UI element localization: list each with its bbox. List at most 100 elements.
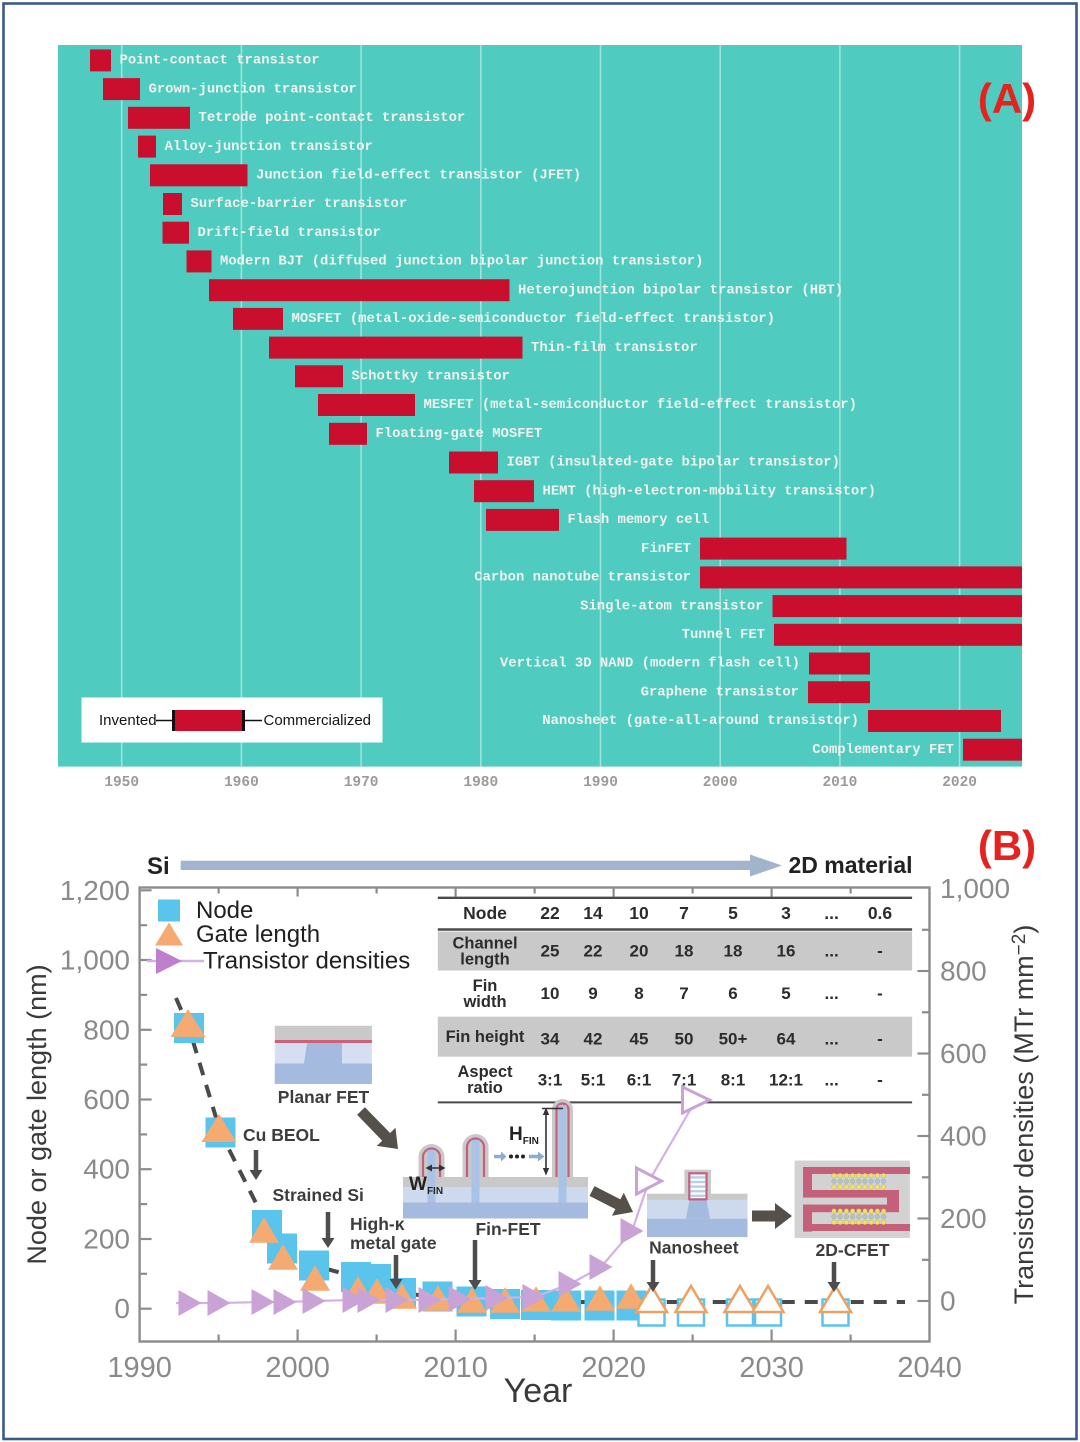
svg-text:22: 22 (584, 942, 603, 961)
svg-text:200: 200 (940, 1203, 987, 1234)
svg-text:Carbon nanotube transistor: Carbon nanotube transistor (474, 570, 691, 586)
svg-text:Nanosheet: Nanosheet (649, 1238, 739, 1258)
svg-text:400: 400 (940, 1121, 987, 1152)
svg-text:10: 10 (629, 903, 649, 923)
svg-text:Planar FET: Planar FET (278, 1087, 370, 1107)
svg-text:Strained Si: Strained Si (273, 1185, 364, 1205)
svg-text:High-κ: High-κ (350, 1214, 405, 1234)
svg-text:2040: 2040 (897, 1352, 962, 1384)
svg-text:22: 22 (540, 903, 560, 923)
svg-text:3: 3 (781, 903, 791, 923)
svg-text:MOSFET (metal-oxide-semiconduc: MOSFET (metal-oxide-semiconductor field-… (292, 311, 775, 327)
svg-text:Surface-barrier transistor: Surface-barrier transistor (191, 196, 408, 212)
svg-text:7: 7 (679, 903, 689, 923)
svg-text:Junction field-effect transist: Junction field-effect transistor (JFET) (256, 168, 581, 184)
svg-text:...: ... (825, 1071, 839, 1090)
svg-text:Node: Node (463, 903, 507, 923)
svg-text:1,200: 1,200 (60, 875, 130, 906)
svg-text:200: 200 (83, 1224, 130, 1255)
svg-text:2D-CFET: 2D-CFET (816, 1240, 890, 1260)
svg-text:3:1: 3:1 (538, 1071, 563, 1090)
svg-text:Transistor densities: Transistor densities (203, 948, 410, 975)
svg-text:-: - (877, 984, 883, 1003)
svg-text:-: - (877, 1030, 883, 1049)
svg-text:Fin height: Fin height (446, 1028, 525, 1046)
svg-text:18: 18 (675, 942, 694, 961)
svg-text:Node: Node (196, 897, 253, 924)
svg-text:...: ... (824, 903, 839, 923)
svg-text:1960: 1960 (224, 775, 259, 791)
svg-text:(A): (A) (978, 75, 1036, 122)
svg-text:800: 800 (940, 956, 987, 987)
svg-text:34: 34 (541, 1030, 560, 1049)
svg-text:16: 16 (777, 942, 796, 961)
svg-text:FinFET: FinFET (641, 541, 691, 557)
svg-text:HEMT (high-electron-mobility t: HEMT (high-electron-mobility transistor) (543, 483, 876, 499)
svg-text:Commercialized: Commercialized (264, 712, 372, 729)
svg-text:50+: 50+ (719, 1030, 748, 1049)
svg-text:1990: 1990 (107, 1352, 172, 1384)
svg-text:Thin-film transistor: Thin-film transistor (531, 340, 698, 356)
svg-text:0: 0 (114, 1293, 130, 1324)
svg-text:25: 25 (541, 942, 560, 961)
svg-text:Flash memory cell: Flash memory cell (568, 512, 710, 528)
svg-text:2020: 2020 (942, 775, 977, 791)
svg-text:Aspect: Aspect (457, 1063, 513, 1081)
svg-text:Single-atom transistor: Single-atom transistor (580, 598, 763, 614)
svg-text:2010: 2010 (423, 1352, 488, 1384)
svg-text:1980: 1980 (463, 775, 498, 791)
svg-text:Nanosheet (gate-all-around tra: Nanosheet (gate-all-around transistor) (542, 713, 859, 729)
svg-text:64: 64 (777, 1030, 796, 1049)
svg-text:Node or gate length (nm): Node or gate length (nm) (22, 964, 52, 1264)
svg-text:50: 50 (675, 1030, 694, 1049)
svg-text:0.6: 0.6 (868, 903, 893, 923)
svg-text:...: ... (825, 984, 839, 1003)
svg-text:Fin-FET: Fin-FET (475, 1219, 540, 1239)
svg-text:Year: Year (504, 1372, 573, 1410)
svg-text:5: 5 (728, 903, 738, 923)
svg-text:7: 7 (679, 984, 688, 1003)
svg-text:1,000: 1,000 (60, 945, 130, 976)
svg-text:ratio: ratio (467, 1079, 503, 1097)
svg-text:5: 5 (781, 984, 790, 1003)
svg-text:width: width (462, 993, 506, 1011)
svg-text:Gate length: Gate length (196, 921, 320, 948)
svg-text:400: 400 (83, 1154, 130, 1185)
svg-text:20: 20 (630, 942, 649, 961)
svg-text:Grown-junction transistor: Grown-junction transistor (149, 81, 357, 97)
svg-text:0: 0 (940, 1286, 956, 1317)
svg-text:2000: 2000 (265, 1352, 330, 1384)
svg-text:Vertical 3D NAND (modern flash: Vertical 3D NAND (modern flash cell) (500, 656, 800, 672)
svg-text:Invented: Invented (99, 712, 157, 729)
svg-text:1990: 1990 (583, 775, 618, 791)
svg-text:IGBT (insulated-gate bipolar t: IGBT (insulated-gate bipolar transistor) (507, 455, 840, 471)
svg-text:-: - (877, 942, 883, 961)
svg-text:length: length (460, 951, 510, 969)
svg-text:2000: 2000 (703, 775, 738, 791)
svg-text:2010: 2010 (822, 775, 857, 791)
svg-text:8:1: 8:1 (721, 1071, 746, 1090)
svg-text:5:1: 5:1 (581, 1071, 606, 1090)
svg-text:Si: Si (147, 853, 170, 880)
svg-text:600: 600 (83, 1084, 130, 1115)
svg-text:Alloy-junction transistor: Alloy-junction transistor (165, 139, 373, 155)
svg-text:-: - (877, 1071, 883, 1090)
svg-text:2D material: 2D material (789, 852, 913, 878)
svg-text:Tetrode point-contact transist: Tetrode point-contact transistor (199, 110, 466, 126)
svg-text:14: 14 (583, 903, 603, 923)
svg-text:1970: 1970 (344, 775, 379, 791)
svg-text:6:1: 6:1 (627, 1071, 652, 1090)
svg-text:Point-contact transistor: Point-contact transistor (120, 53, 320, 69)
svg-text:12:1: 12:1 (769, 1071, 803, 1090)
svg-text:2030: 2030 (739, 1352, 804, 1384)
svg-text:(B): (B) (978, 822, 1036, 869)
svg-text:7:1: 7:1 (672, 1071, 697, 1090)
svg-text:...: ... (825, 1030, 839, 1049)
svg-text:Tunnel FET: Tunnel FET (682, 627, 765, 643)
svg-text:9: 9 (588, 984, 597, 1003)
svg-text:Floating-gate MOSFET: Floating-gate MOSFET (376, 426, 543, 442)
svg-text:Transistor densities (MTr mm−2: Transistor densities (MTr mm−2) (1009, 925, 1039, 1305)
svg-text:600: 600 (940, 1038, 987, 1069)
svg-text:Heterojunction bipolar transis: Heterojunction bipolar transistor (HBT) (518, 282, 843, 298)
svg-text:45: 45 (630, 1030, 649, 1049)
